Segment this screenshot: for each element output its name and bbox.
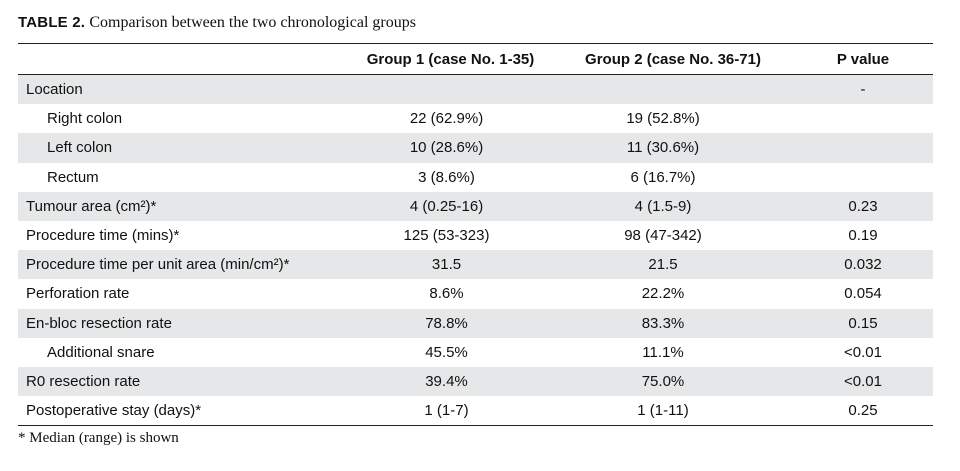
group-1-value: 45.5% xyxy=(425,343,468,361)
group-1-value: 39.4% xyxy=(348,366,553,397)
table-footnote: * Median (range) is shown xyxy=(18,430,179,446)
row-label: Perforation rate xyxy=(26,285,130,303)
table-row: Postoperative stay (days)* 1 (1-7) 1 (1-11… xyxy=(18,396,933,427)
table-body: Location - Right colon 22 (62.9%) 19 (52.8%)… xyxy=(18,74,933,427)
table-row: Procedure time (mins)* 125 (53-323) 98 (47… xyxy=(18,221,933,250)
group-2-value: 4 (1.5-9) xyxy=(553,191,793,221)
table-row: Perforation rate 8.6% 22.2% 0.054 xyxy=(18,279,933,308)
group-1-value: 10 (28.6%) xyxy=(348,133,553,163)
group-2-value: 83.3% xyxy=(553,308,793,338)
row-label: En-bloc resection rate xyxy=(18,308,348,338)
p-value: <0.01 xyxy=(844,343,882,361)
header-variable xyxy=(18,44,348,75)
p-value xyxy=(793,133,933,163)
group-1-value: 31.5 xyxy=(348,250,553,280)
p-value: 0.19 xyxy=(848,227,878,245)
group-2-value: 11.1% xyxy=(642,343,684,361)
row-label: Additional snare xyxy=(47,343,155,361)
group-1-value: 3 (8.6%) xyxy=(418,168,475,186)
group-2-value: 11 (30.6%) xyxy=(553,133,793,163)
row-label: Left colon xyxy=(18,133,348,163)
row-label: Location xyxy=(18,74,348,105)
p-value xyxy=(793,104,933,133)
table-caption-text: Comparison between the two chronological… xyxy=(89,14,416,31)
group-1-value: 4 (0.25-16) xyxy=(348,191,553,221)
row-label: Procedure time per unit area (min/cm²)* xyxy=(18,250,348,280)
p-value: <0.01 xyxy=(793,366,933,397)
header-p-value: P value xyxy=(793,44,933,75)
table-row: R0 resection rate 39.4% 75.0% <0.01 xyxy=(18,366,933,397)
table-row: Location - xyxy=(18,74,933,105)
group-1-value: 78.8% xyxy=(348,308,553,338)
table-caption: TABLE 2. Comparison between the two chro… xyxy=(18,14,416,32)
row-label: Rectum xyxy=(47,168,99,186)
table-row: Right colon 22 (62.9%) 19 (52.8%) xyxy=(18,104,933,133)
p-value: 0.23 xyxy=(793,191,933,221)
row-label: Procedure time (mins)* xyxy=(26,227,180,245)
table-row: Tumour area (cm²)* 4 (0.25-16) 4 (1.5-9) 0.… xyxy=(18,191,933,221)
group-2-value: 19 (52.8%) xyxy=(626,110,700,128)
row-label: R0 resection rate xyxy=(18,366,348,397)
comparison-table: Group 1 (case No. 1-35) Group 2 (case No… xyxy=(18,44,933,427)
table-row: Additional snare 45.5% 11.1% <0.01 xyxy=(18,338,933,367)
group-2-value: 22.2% xyxy=(641,285,685,303)
row-label: Postoperative stay (days)* xyxy=(18,396,348,427)
p-value: 0.25 xyxy=(793,396,933,427)
group-2-value xyxy=(553,74,793,105)
group-2-value: 21.5 xyxy=(553,250,793,280)
table-caption-label: TABLE 2. xyxy=(18,14,86,31)
p-value: 0.15 xyxy=(793,308,933,338)
table-row: Left colon 10 (28.6%) 11 (30.6%) xyxy=(18,133,933,163)
group-2-value: 75.0% xyxy=(553,366,793,397)
row-label: Tumour area (cm²)* xyxy=(18,191,348,221)
p-value xyxy=(793,163,933,192)
table-row: Rectum 3 (8.6%) 6 (16.7%) xyxy=(18,163,933,192)
group-2-value: 98 (47-342) xyxy=(624,227,702,245)
group-1-value: 8.6% xyxy=(429,285,464,303)
table-top-rule xyxy=(18,43,933,44)
row-label: Right colon xyxy=(47,110,123,128)
p-value: - xyxy=(793,74,933,105)
group-1-value: 1 (1-7) xyxy=(348,396,553,427)
p-value: 0.054 xyxy=(844,285,882,303)
table-row: En-bloc resection rate 78.8% 83.3% 0.15 xyxy=(18,308,933,338)
table-row: Procedure time per unit area (min/cm²)* 3… xyxy=(18,250,933,280)
group-1-value xyxy=(348,74,553,105)
header-group-1: Group 1 (case No. 1-35) xyxy=(348,44,553,75)
group-2-value: 1 (1-11) xyxy=(553,396,793,427)
p-value: 0.032 xyxy=(793,250,933,280)
table-header-row: Group 1 (case No. 1-35) Group 2 (case No… xyxy=(18,44,933,75)
header-group-2: Group 2 (case No. 36-71) xyxy=(553,44,793,75)
group-2-value: 6 (16.7%) xyxy=(630,168,696,186)
group-1-value: 22 (62.9%) xyxy=(409,110,484,128)
group-1-value: 125 (53-323) xyxy=(403,227,490,245)
